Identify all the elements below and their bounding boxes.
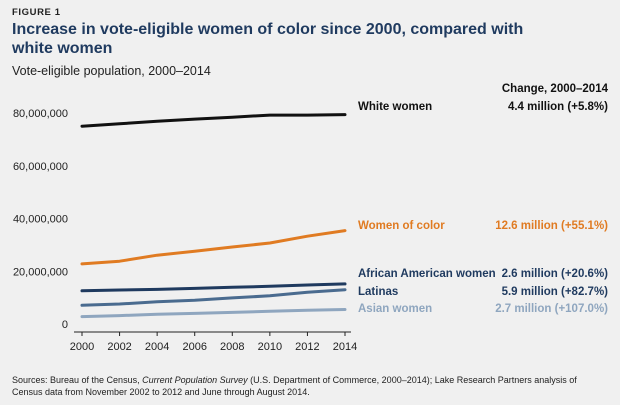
series-change-label: 4.4 million (+5.8%) bbox=[508, 101, 608, 113]
chart-subtitle: Vote-eligible population, 2000–2014 bbox=[12, 64, 211, 78]
chart-title: Increase in vote-eligible women of color… bbox=[12, 21, 524, 57]
series-line bbox=[80, 229, 347, 266]
x-axis: 2000 2002 2004 2006 2008 2010 2012 2014 bbox=[70, 331, 357, 353]
y-tick-label: 40,000,000 bbox=[13, 214, 68, 226]
series-name-label: Latinas bbox=[358, 286, 398, 298]
series-change-label: 5.9 million (+82.7%) bbox=[502, 286, 609, 298]
series-labels: White women 4.4 million (+5.8%) Women of c… bbox=[358, 101, 608, 315]
source-note: Sources: Bureau of the Census, Current P… bbox=[12, 374, 608, 398]
series-line bbox=[80, 308, 347, 319]
x-tick-label: 2002 bbox=[107, 341, 131, 353]
source-suffix: (U.S. Department of Commerce, 2000–2014)… bbox=[12, 375, 577, 397]
series-line bbox=[80, 282, 347, 293]
series-name-label: Asian women bbox=[358, 303, 432, 315]
series-name-label: Women of color bbox=[358, 220, 445, 232]
x-tick-label: 2000 bbox=[70, 341, 94, 353]
y-tick-label: 0 bbox=[62, 319, 68, 331]
series-lines bbox=[80, 113, 347, 319]
y-axis: 0 20,000,000 40,000,000 60,000,000 80,000,00… bbox=[13, 108, 68, 331]
figure-label: FIGURE 1 bbox=[12, 7, 61, 18]
series-name-label: African American women bbox=[358, 268, 496, 280]
source-title: Current Population Survey bbox=[142, 375, 248, 385]
change-header: Change, 2000–2014 bbox=[502, 83, 609, 95]
x-tick-label: 2014 bbox=[333, 341, 357, 353]
y-tick-label: 80,000,000 bbox=[13, 108, 68, 120]
y-tick-label: 60,000,000 bbox=[13, 161, 68, 173]
source-prefix: Sources: Bureau of the Census, bbox=[12, 375, 143, 385]
series-line bbox=[80, 113, 347, 128]
series-name-label: White women bbox=[358, 101, 432, 113]
series-line bbox=[80, 288, 347, 307]
series-change-label: 2.6 million (+20.6%) bbox=[502, 268, 609, 280]
x-tick-label: 2004 bbox=[145, 341, 169, 353]
x-tick-label: 2006 bbox=[182, 341, 206, 353]
x-tick-label: 2012 bbox=[295, 341, 319, 353]
x-tick-label: 2008 bbox=[220, 341, 244, 353]
y-tick-label: 20,000,000 bbox=[13, 266, 68, 278]
line-chart: Change, 2000–2014 0 20,000,000 40,000,000 6… bbox=[13, 83, 609, 353]
series-change-label: 12.6 million (+55.1%) bbox=[495, 220, 608, 232]
x-tick-label: 2010 bbox=[258, 341, 282, 353]
series-change-label: 2.7 million (+107.0%) bbox=[495, 303, 608, 315]
